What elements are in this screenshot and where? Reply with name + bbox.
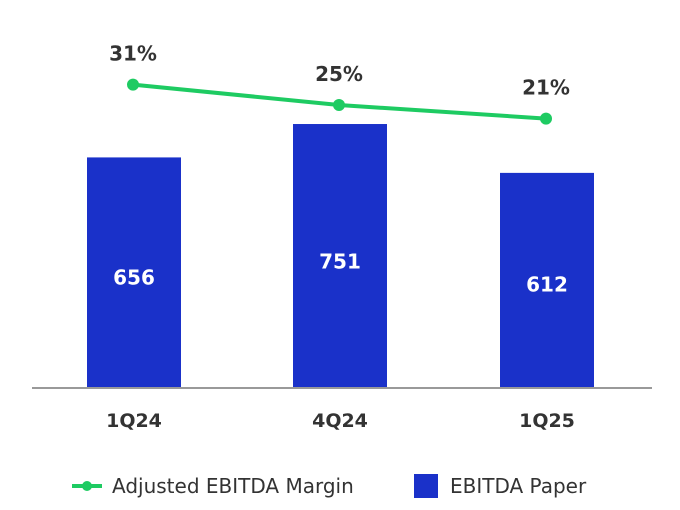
x-tick-label: 1Q25 xyxy=(519,410,575,432)
legend-bar-swatch xyxy=(414,474,438,498)
bar-1q25 xyxy=(500,172,594,388)
x-tick-label: 4Q24 xyxy=(312,410,368,432)
margin-line-series: 31% 25% 21% xyxy=(109,42,570,125)
legend-line-marker xyxy=(82,481,92,491)
bar-1q24 xyxy=(87,157,181,388)
margin-point xyxy=(127,78,139,91)
margin-value-label: 25% xyxy=(315,62,363,86)
x-tick-label: 1Q24 xyxy=(106,410,162,432)
bar-value-label: 751 xyxy=(319,249,361,273)
margin-value-label: 21% xyxy=(522,76,570,100)
legend: Adjusted EBITDA Margin EBITDA Paper xyxy=(72,474,587,498)
bar-value-label: 656 xyxy=(113,265,155,289)
legend-label-margin: Adjusted EBITDA Margin xyxy=(112,474,354,498)
bar-4q24 xyxy=(293,124,387,388)
margin-value-label: 31% xyxy=(109,42,157,66)
margin-point xyxy=(333,99,345,111)
bar-series: 656 751 612 xyxy=(87,124,594,388)
bar-value-label: 612 xyxy=(526,273,568,297)
x-tick-labels: 1Q24 4Q24 1Q25 xyxy=(106,410,575,432)
legend-label-ebitda: EBITDA Paper xyxy=(450,474,587,498)
margin-point xyxy=(540,112,552,125)
